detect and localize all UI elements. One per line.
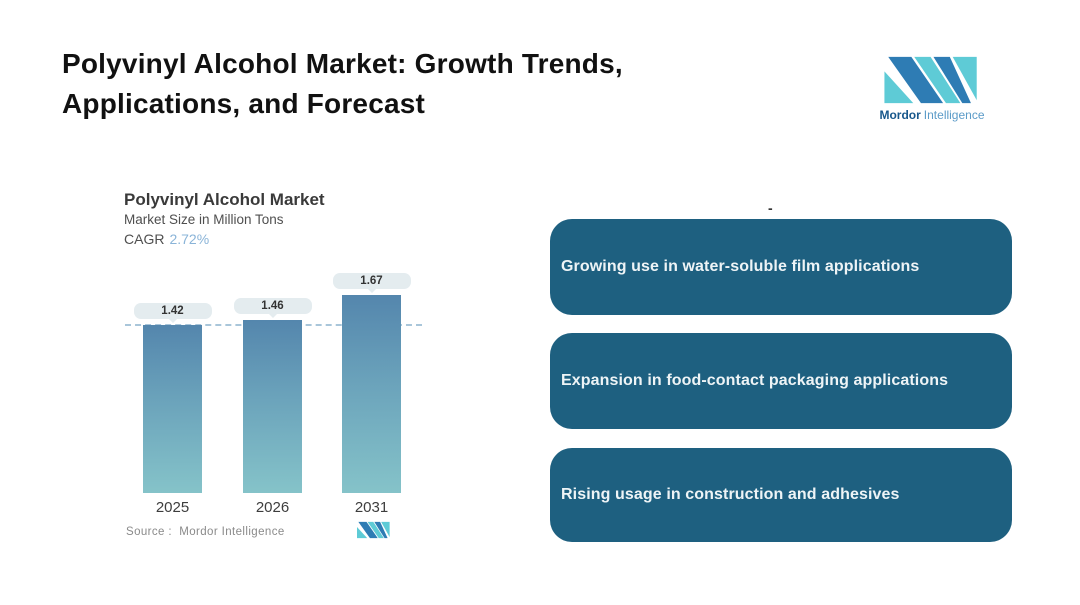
x-axis-label: 2025 — [155, 499, 190, 516]
x-axis-label: 2031 — [354, 499, 389, 516]
source-value: Mordor Intelligence — [179, 526, 285, 538]
bar-2031 — [342, 295, 401, 493]
brand-name: Mordor Intelligence — [878, 108, 986, 122]
mordor-mini-logo-icon — [357, 521, 391, 544]
callout-construction-adhesives: Rising usage in construction and adhesiv… — [550, 448, 1012, 542]
brand-name-bold: Mordor — [879, 108, 921, 122]
bar-2025 — [143, 325, 202, 493]
x-axis-label: 2026 — [255, 499, 290, 516]
callout-label: Growing use in water-soluble film applic… — [561, 258, 920, 275]
cagr-label: CAGR — [124, 231, 165, 247]
brand-name-light: Intelligence — [923, 108, 985, 122]
callout-label: Rising usage in construction and adhesiv… — [561, 486, 900, 503]
chart-cagr: CAGR 2.72% — [124, 231, 209, 247]
source-label: Source : — [126, 526, 173, 538]
bar-2026 — [243, 320, 302, 493]
page-title: Polyvinyl Alcohol Market: Growth Trends,… — [62, 44, 623, 124]
page-title-line2: Applications, and Forecast — [62, 88, 426, 119]
page-title-line1: Polyvinyl Alcohol Market: Growth Trends, — [62, 48, 623, 79]
callout-label: Expansion in food-contact packaging appl… — [561, 372, 949, 389]
brand-logo: Mordor Intelligence — [878, 55, 986, 122]
callout-food-contact-packaging: Expansion in food-contact packaging appl… — [550, 333, 1012, 429]
callout-water-soluble-film: Growing use in water-soluble film applic… — [550, 219, 1012, 315]
mordor-logo-icon — [883, 56, 977, 104]
chart-source: Source : Mordor Intelligence — [126, 526, 285, 538]
bar-chart-plot: 1.42 2025 1.46 2026 1.67 2031 — [125, 270, 423, 516]
chart-subtitle: Market Size in Million Tons — [124, 212, 284, 227]
chart-title: Polyvinyl Alcohol Market — [124, 190, 325, 209]
cagr-value: 2.72% — [169, 231, 210, 247]
stray-dash-mark: - — [768, 200, 773, 216]
bar-value-badge: 1.46 — [233, 298, 312, 318]
bar-value-badge: 1.42 — [133, 303, 212, 323]
bar-value-badge: 1.67 — [332, 273, 411, 293]
